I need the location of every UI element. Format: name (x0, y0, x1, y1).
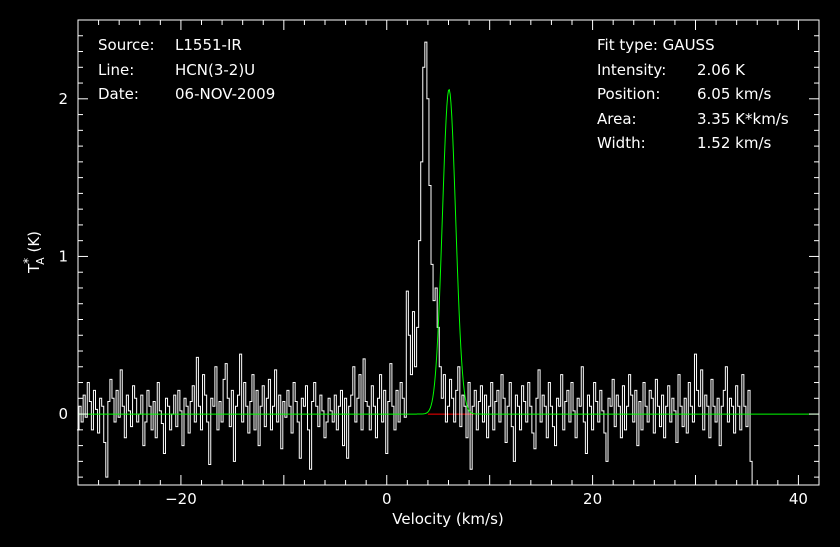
obs-row: Source: L1551-IR (98, 33, 275, 58)
fit-row: Area: 3.35 K*km/s (597, 107, 789, 132)
fit-value: 6.05 km/s (697, 85, 772, 103)
fit-row: Intensity: 2.06 K (597, 58, 789, 83)
obs-row: Line: HCN(3-2)U (98, 58, 275, 83)
fit-info: Fit type: GAUSS Intensity: 2.06 K Position… (597, 33, 789, 156)
fit-row: Position: 6.05 km/s (597, 82, 789, 107)
fit-key: Intensity: (597, 60, 667, 79)
gaussian-fit-line (78, 88, 819, 415)
spectrum-layer (76, 41, 755, 486)
obs-value: 06-NOV-2009 (175, 85, 276, 103)
fit-value: 1.52 km/s (697, 134, 772, 152)
y-tick-label: 1 (58, 247, 68, 265)
y-axis-label: T*A (K) (21, 231, 47, 274)
spectrum-line (76, 41, 755, 486)
obs-key: Line: (98, 60, 135, 79)
x-tick-label: 40 (789, 490, 808, 508)
fit-value: 2.06 K (697, 60, 746, 79)
x-axis-label: Velocity (km/s) (392, 510, 503, 528)
obs-key: Source: (98, 36, 155, 54)
x-tick-label: 0 (382, 490, 392, 508)
obs-value: HCN(3-2)U (175, 60, 256, 79)
fit-value: 3.35 K*km/s (697, 109, 789, 128)
observation-info: Source: L1551-IR Line: HCN(3-2)U Date: 06-NOV… (98, 33, 275, 107)
tick-layer (78, 20, 819, 485)
obs-row: Date: 06-NOV-2009 (98, 82, 275, 107)
x-tick-label: −20 (165, 490, 197, 508)
y-tick-label: 2 (58, 90, 68, 108)
gaussian-fit-layer (78, 88, 819, 415)
fit-key: Area: (597, 109, 637, 128)
x-tick-label: 20 (583, 490, 602, 508)
obs-key: Date: (98, 85, 139, 103)
y-tick-label: 0 (58, 405, 68, 423)
fit-key: Width: (597, 134, 646, 152)
fit-type: Fit type: GAUSS (597, 36, 715, 54)
tick-label-layer: −20 0 20 40 0 1 2 (58, 90, 808, 508)
fit-row: Width: 1.52 km/s (597, 131, 789, 156)
obs-value: L1551-IR (175, 36, 242, 54)
fit-key: Position: (597, 85, 661, 103)
